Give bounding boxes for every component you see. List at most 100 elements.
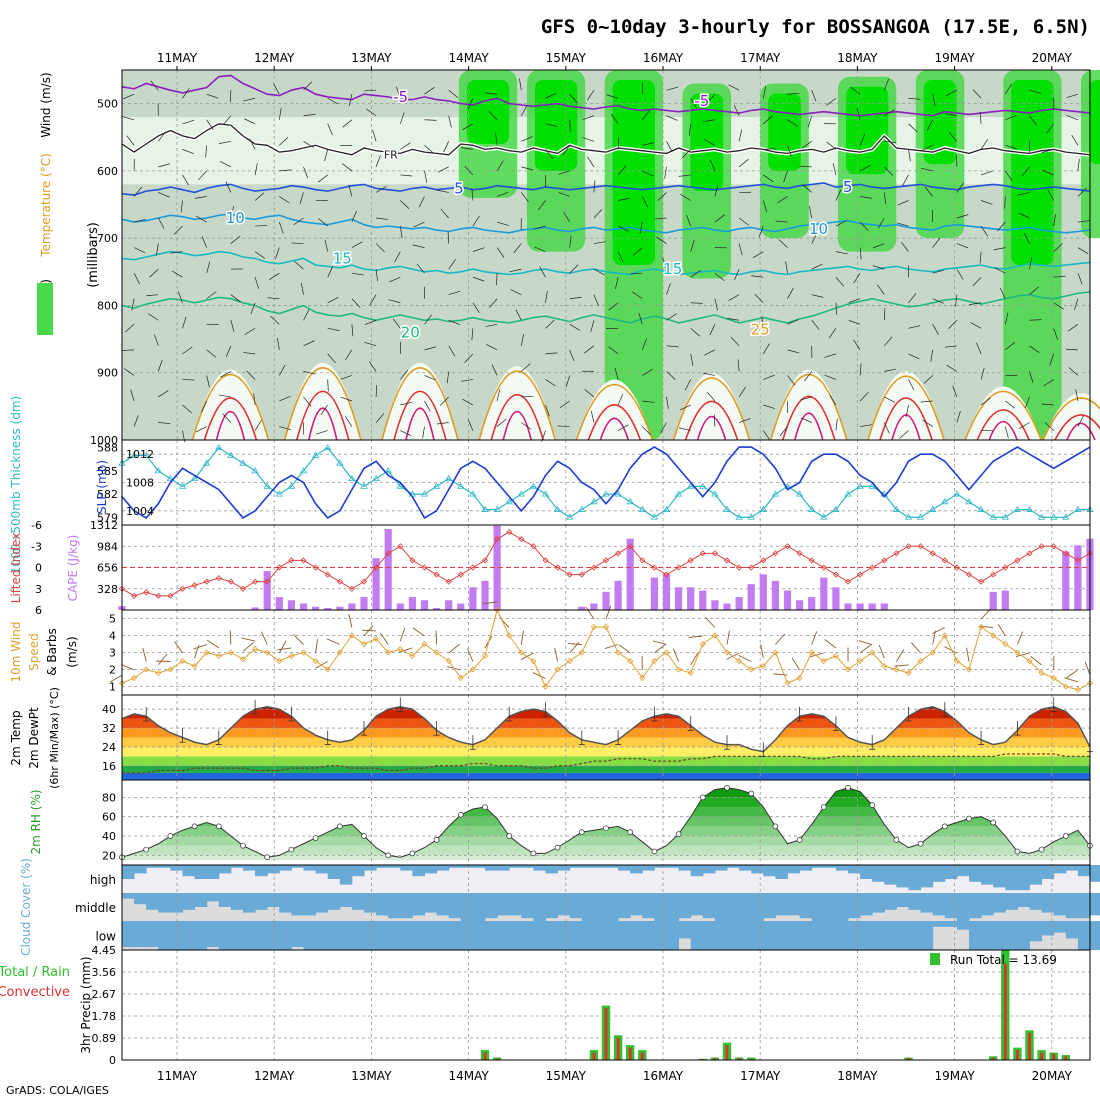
cloud-bar bbox=[909, 921, 922, 950]
cloud-bar bbox=[751, 921, 764, 950]
cloud-bar bbox=[352, 893, 365, 910]
bottom-date-label: 17MAY bbox=[740, 1069, 781, 1083]
cloud-bar bbox=[243, 921, 256, 950]
temperature-band bbox=[122, 719, 1090, 728]
wind-barb bbox=[896, 650, 903, 662]
cape-bar bbox=[348, 604, 355, 610]
cloud-bar bbox=[533, 865, 546, 871]
wind-barb bbox=[279, 641, 286, 653]
rh-point bbox=[604, 826, 609, 831]
bottom-date-label: 14MAY bbox=[448, 1069, 489, 1083]
rh-point bbox=[168, 834, 173, 839]
wind-barb bbox=[1085, 662, 1090, 675]
cloud-bar bbox=[279, 893, 292, 913]
cloud-bar bbox=[158, 893, 171, 913]
cape-bar bbox=[784, 591, 791, 610]
rh-point bbox=[870, 803, 875, 808]
contour-label: 5 bbox=[454, 179, 464, 197]
cloud-bar bbox=[836, 921, 849, 950]
cloud-bar bbox=[884, 865, 897, 885]
precip-tick-label: 4.45 bbox=[92, 944, 117, 957]
cloud-bar bbox=[473, 893, 486, 921]
cloud-bar bbox=[570, 893, 583, 918]
cape-bar bbox=[397, 604, 404, 610]
cloud-bar bbox=[751, 865, 764, 873]
cape-bar bbox=[699, 591, 706, 610]
cloud-bar bbox=[461, 893, 474, 921]
precip-convective-bar bbox=[726, 1045, 729, 1060]
rh-tick-label: 80 bbox=[102, 791, 116, 804]
cloud-bar bbox=[933, 893, 946, 915]
wind-barb bbox=[174, 642, 182, 653]
cloud-bar bbox=[425, 921, 438, 950]
cloud-bar bbox=[352, 921, 365, 950]
rh-point bbox=[216, 824, 221, 829]
cloud-bar bbox=[449, 921, 462, 950]
cloud-bar bbox=[848, 921, 861, 950]
cloud-bar bbox=[1090, 921, 1100, 950]
cape-bar bbox=[615, 581, 622, 610]
cape-bar bbox=[1002, 591, 1009, 610]
wind-barb bbox=[568, 644, 582, 645]
cloud-bar bbox=[1017, 865, 1030, 890]
cloud-bar bbox=[364, 893, 377, 913]
cloud-bar bbox=[594, 921, 607, 950]
cloud-bar bbox=[352, 865, 365, 876]
cloud-bar bbox=[267, 865, 280, 873]
cloud-bar bbox=[667, 921, 680, 950]
cloud-bar bbox=[243, 893, 256, 913]
cloud-bar bbox=[279, 921, 292, 950]
cloud-bar bbox=[933, 865, 946, 882]
cloud-bar bbox=[800, 865, 813, 871]
wind-barb bbox=[316, 639, 318, 653]
wind-barb bbox=[1066, 670, 1077, 678]
cape-bar bbox=[869, 604, 876, 610]
cloud-bar bbox=[485, 921, 498, 950]
cloud-bar bbox=[122, 893, 135, 899]
cloud-bar bbox=[243, 865, 256, 871]
rh-point bbox=[531, 851, 536, 856]
rh-point bbox=[628, 830, 633, 835]
cloud-bar bbox=[1042, 893, 1055, 913]
cloud-bar bbox=[207, 865, 220, 879]
top-date-label: 18MAY bbox=[837, 51, 878, 65]
contour-label: -5 bbox=[694, 92, 709, 110]
bottom-date-label: 13MAY bbox=[351, 1069, 392, 1083]
cloud-bar bbox=[1066, 921, 1079, 938]
wind-barb bbox=[555, 648, 558, 662]
cloud-bar bbox=[872, 893, 885, 913]
slp-tick-label: 1012 bbox=[126, 448, 154, 461]
precip-axis-label: 3hr Precip (mm) bbox=[79, 956, 93, 1053]
cloud-bar bbox=[788, 865, 801, 873]
cape-bar bbox=[748, 584, 755, 610]
thickness-slp-panel bbox=[119, 440, 1093, 525]
top-date-label: 16MAY bbox=[643, 51, 684, 65]
wind-barb bbox=[619, 645, 630, 653]
temperature-band bbox=[122, 773, 1090, 780]
cloud-bar bbox=[957, 865, 970, 876]
cloud-panel bbox=[122, 865, 1100, 950]
cloud-layer-label: high bbox=[90, 873, 116, 887]
precip-convective-bar bbox=[1040, 1053, 1043, 1060]
cloud-bar bbox=[884, 893, 897, 910]
cloud-bar bbox=[388, 893, 401, 918]
cloud-bar bbox=[304, 865, 317, 871]
cloud-bar bbox=[146, 893, 159, 910]
cloud-bar bbox=[993, 893, 1006, 913]
cape-bar bbox=[711, 600, 718, 610]
precip-convective-bar bbox=[484, 1053, 487, 1060]
rh-band bbox=[122, 780, 1090, 788]
rh-legend-swatch bbox=[37, 283, 53, 335]
cloud-bar bbox=[618, 893, 631, 918]
wind-barb bbox=[859, 641, 872, 645]
temperature-band bbox=[122, 747, 1090, 756]
wind-axis-label-4: (m/s) bbox=[65, 636, 79, 667]
cloud-bar bbox=[969, 865, 982, 882]
cape-tick-label: 656 bbox=[97, 562, 118, 575]
wind-barb bbox=[294, 635, 304, 645]
cape-bar bbox=[796, 600, 803, 610]
wind-barb bbox=[195, 645, 199, 658]
bottom-date-label: 12MAY bbox=[254, 1069, 295, 1083]
